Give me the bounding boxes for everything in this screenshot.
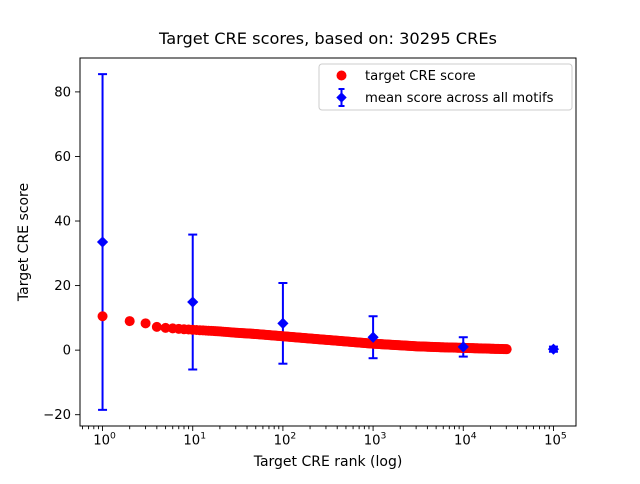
target-score-point bbox=[151, 321, 162, 332]
legend: target CRE score mean score across all mo… bbox=[318, 63, 573, 111]
mean-score-markers bbox=[96, 236, 560, 355]
x-axis-tick-labels: 100 101 102 103 104 105 bbox=[93, 431, 567, 449]
target-score-markers bbox=[97, 311, 512, 355]
y-axis-label: Target CRE score bbox=[16, 183, 32, 302]
legend-circle-marker-icon bbox=[336, 70, 347, 81]
y-tick-label: −20 bbox=[43, 408, 71, 423]
target-score-point bbox=[97, 311, 108, 322]
target-score-point bbox=[501, 344, 512, 355]
x-axis-ticks bbox=[82, 426, 554, 431]
mean-score-point bbox=[457, 341, 469, 353]
y-tick-label: 60 bbox=[54, 150, 71, 165]
plot-frame bbox=[79, 57, 577, 427]
mean-score-point bbox=[367, 331, 379, 343]
chart-title: Target CRE scores, based on: 30295 CREs bbox=[158, 29, 497, 48]
x-tick-label: 105 bbox=[544, 431, 567, 449]
mean-score-point bbox=[277, 317, 289, 329]
y-tick-label: 20 bbox=[54, 279, 71, 294]
mean-score-point bbox=[187, 296, 199, 308]
y-tick-label: 80 bbox=[54, 85, 71, 100]
legend-box bbox=[318, 63, 573, 111]
x-tick-label: 101 bbox=[183, 431, 206, 449]
x-tick-label: 103 bbox=[364, 431, 387, 449]
x-tick-label: 104 bbox=[454, 431, 477, 449]
y-tick-label: 0 bbox=[63, 344, 71, 359]
target-score-point bbox=[140, 318, 151, 329]
target-score-point bbox=[160, 322, 171, 333]
y-axis-tick-labels: −20 0 20 40 60 80 bbox=[43, 85, 71, 423]
target-score-point bbox=[124, 316, 135, 327]
x-tick-label: 102 bbox=[274, 431, 297, 449]
legend-label: target CRE score bbox=[365, 69, 476, 84]
mean-score-point bbox=[96, 236, 109, 248]
x-tick-label: 100 bbox=[93, 431, 116, 449]
legend-label: mean score across all motifs bbox=[365, 91, 554, 106]
legend-errorbar-marker-icon bbox=[336, 88, 347, 107]
mean-score-point bbox=[547, 343, 560, 355]
y-tick-label: 40 bbox=[54, 215, 71, 230]
x-axis-label: Target CRE rank (log) bbox=[253, 454, 403, 470]
y-axis-ticks bbox=[75, 91, 80, 416]
